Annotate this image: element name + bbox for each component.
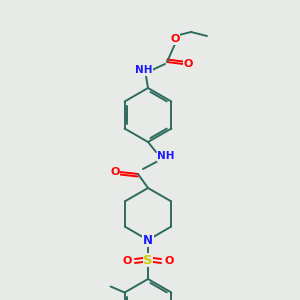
Text: O: O: [122, 256, 132, 266]
Text: NH: NH: [135, 65, 153, 75]
Text: NH: NH: [157, 151, 175, 161]
Text: O: O: [183, 59, 193, 69]
Text: O: O: [110, 167, 120, 177]
Text: N: N: [143, 233, 153, 247]
Text: O: O: [170, 34, 180, 44]
Text: O: O: [164, 256, 174, 266]
Text: S: S: [143, 254, 153, 266]
